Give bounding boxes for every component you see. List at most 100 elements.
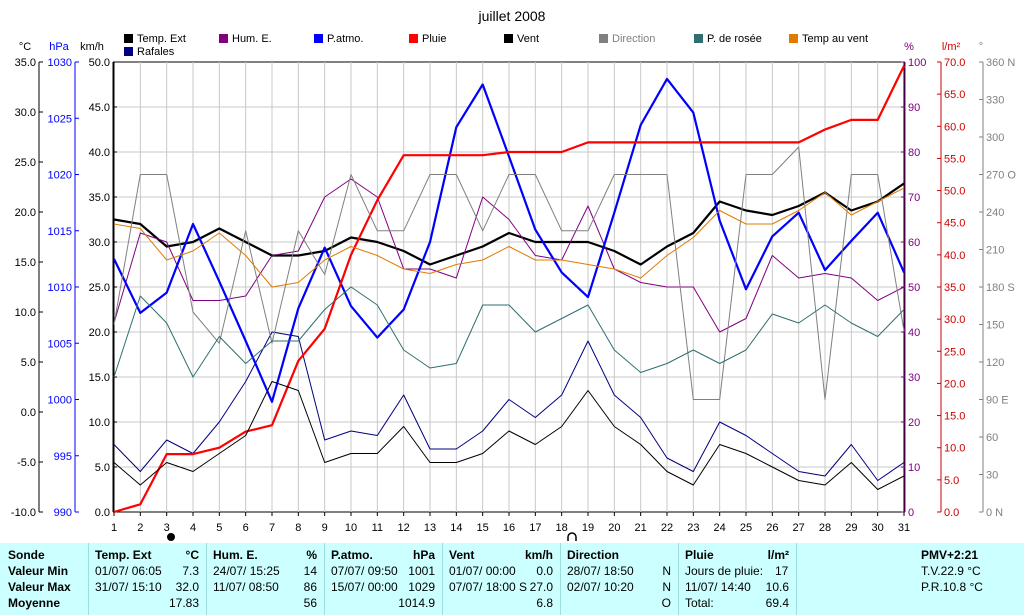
x-tick-label: 6 — [243, 522, 249, 534]
x-tick-label: 17 — [529, 522, 541, 534]
tick-label-temp: 25.0 — [15, 157, 36, 169]
temp-max-date: 31/07/ 15:10 — [95, 580, 162, 594]
tick-label-pressure: 995 — [54, 451, 72, 463]
patmo-unit: hPa — [412, 548, 435, 562]
tick-label-temp: 5.0 — [21, 357, 36, 369]
tick-label-pressure: 1030 — [48, 57, 72, 69]
tick-label-pressure: 990 — [54, 507, 72, 519]
tick-label-wind: 20.0 — [89, 327, 110, 339]
legend-label: Rafales — [137, 46, 175, 58]
legend-label: Temp. Ext — [137, 33, 186, 45]
tick-label-humidity: 90 — [908, 102, 920, 114]
tick-label-temp: -10.0 — [11, 507, 36, 519]
direction-title: Direction — [567, 548, 620, 562]
hum-max-date: 11/07/ 08:50 — [213, 580, 279, 594]
x-tick-label: 29 — [845, 522, 857, 534]
tick-label-rain: 25.0 — [944, 346, 965, 358]
x-tick-label: 12 — [398, 522, 410, 534]
axis-unit-pressure: hPa — [49, 41, 69, 53]
legend-swatch — [789, 34, 798, 43]
pluie-title: Pluie — [685, 548, 714, 562]
direction-max-date: 02/07/ 10:20 — [567, 580, 634, 594]
x-tick-label: 5 — [216, 522, 222, 534]
tick-label-humidity: 10 — [908, 462, 920, 474]
legend: Temp. Ext Hum. E. P.atmo. Pluie Vent Directio… — [124, 33, 868, 58]
tick-label-humidity: 100 — [908, 57, 926, 69]
weather-chart: juillet 2008 Temp. Ext Hum. E. P.atmo. Plui… — [11, 8, 1016, 541]
row-label-sonde: Sonde — [8, 548, 45, 562]
stats-col-vent: Vent km/h 01/07/ 00:00 0.0 07/07/ 18:00 … — [442, 543, 561, 615]
grid — [113, 61, 905, 513]
temp-min-date: 01/07/ 06:05 — [95, 564, 162, 578]
axis-unit-rain: l/m² — [942, 41, 961, 53]
x-tick-label: 24 — [714, 522, 726, 534]
tick-label-direction: 270 O — [986, 170, 1016, 182]
temp-min: 7.3 — [182, 564, 199, 578]
tick-label-temp: 30.0 — [15, 107, 36, 119]
tick-label-rain: 45.0 — [944, 218, 965, 230]
tick-label-pressure: 1005 — [48, 338, 72, 350]
legend-label: Direction — [612, 33, 655, 45]
tick-label-direction: 90 E — [986, 395, 1009, 407]
legend-label: Hum. E. — [232, 33, 272, 45]
legend-swatch — [124, 47, 133, 56]
pmv-title: PMV+2:21 — [921, 548, 979, 562]
legend-swatch — [219, 34, 228, 43]
tick-label-rain: 40.0 — [944, 250, 965, 262]
stats-col-direction: Direction 28/07/ 18:50 N 02/07/ 10:20 N … — [560, 543, 679, 615]
axis-unit-temp: °C — [19, 41, 31, 53]
legend-label: Temp au vent — [802, 33, 868, 45]
series-line-pluie — [113, 65, 905, 514]
series-line-direction — [113, 146, 905, 400]
x-tick-label: 31 — [898, 522, 910, 534]
tick-label-temp: 10.0 — [15, 307, 36, 319]
row-label-max: Valeur Max — [8, 580, 71, 594]
tick-label-humidity: 60 — [908, 237, 920, 249]
legend-label: P. de rosée — [707, 33, 762, 45]
x-axis: 1 2 3 4 5 6 7 8 9 10 11 12 13 14 15 16 17 18 19 20 21 22 23 24 2… — [111, 512, 910, 534]
tick-label-rain: 20.0 — [944, 378, 965, 390]
series-line-p-atmo- — [113, 77, 906, 403]
direction-max: N — [662, 580, 671, 594]
x-tick-label: 20 — [608, 522, 620, 534]
vent-min-date: 01/07/ 00:00 — [449, 564, 516, 578]
stats-col-pluie: Pluie l/m² Jours de pluie: 17 11/07/ 14:… — [678, 543, 797, 615]
x-tick-label: 16 — [503, 522, 515, 534]
x-tick-label: 4 — [190, 522, 196, 534]
tick-label-wind: 5.0 — [95, 462, 110, 474]
tick-label-wind: 10.0 — [89, 417, 110, 429]
tick-label-direction: 150 — [986, 320, 1004, 332]
tick-label-direction: 240 — [986, 207, 1004, 219]
legend-swatch — [599, 34, 608, 43]
tick-label-wind: 35.0 — [89, 192, 110, 204]
pmv-pr: P.R.10.8 °C — [921, 580, 983, 594]
series-line-hum-e- — [113, 178, 905, 333]
hum-min-date: 24/07/ 15:25 — [213, 564, 280, 578]
x-tick-label: 3 — [164, 522, 170, 534]
x-tick-label: 22 — [661, 522, 673, 534]
x-tick-label: 8 — [295, 522, 301, 534]
tick-label-pressure: 1010 — [48, 282, 72, 294]
vent-max-date: 07/07/ 18:00 S — [449, 580, 528, 594]
tick-label-humidity: 20 — [908, 417, 920, 429]
stats-col-patmo: P.atmo. hPa 07/07/ 09:50 1001 15/07/ 00:… — [324, 543, 443, 615]
moon-phase-markers — [167, 532, 577, 541]
tick-label-humidity: 70 — [908, 192, 920, 204]
tick-label-wind: 40.0 — [89, 147, 110, 159]
stats-col-temp: Temp. Ext °C 01/07/ 06:05 7.3 31/07/ 15:… — [88, 543, 207, 615]
tick-label-rain: 65.0 — [944, 89, 965, 101]
patmo-avg: 1014.9 — [398, 596, 435, 610]
tick-label-humidity: 30 — [908, 372, 920, 384]
tick-label-direction: 300 — [986, 132, 1004, 144]
x-tick-label: 21 — [635, 522, 647, 534]
series-group — [113, 65, 906, 514]
patmo-max: 1029 — [408, 580, 435, 594]
right-axes: 100908070605040302010070.065.060.055.050… — [901, 57, 1016, 519]
pluie-max: 10.6 — [765, 580, 789, 594]
tick-label-wind: 50.0 — [89, 57, 110, 69]
tick-label-temp: 35.0 — [15, 57, 36, 69]
stats-panel: Sonde Valeur Min Valeur Max Moyenne Temp… — [0, 543, 1024, 615]
pluie-days: 17 — [775, 564, 789, 578]
first-quarter-moon-icon — [567, 532, 577, 541]
tick-label-rain: 15.0 — [944, 411, 965, 423]
